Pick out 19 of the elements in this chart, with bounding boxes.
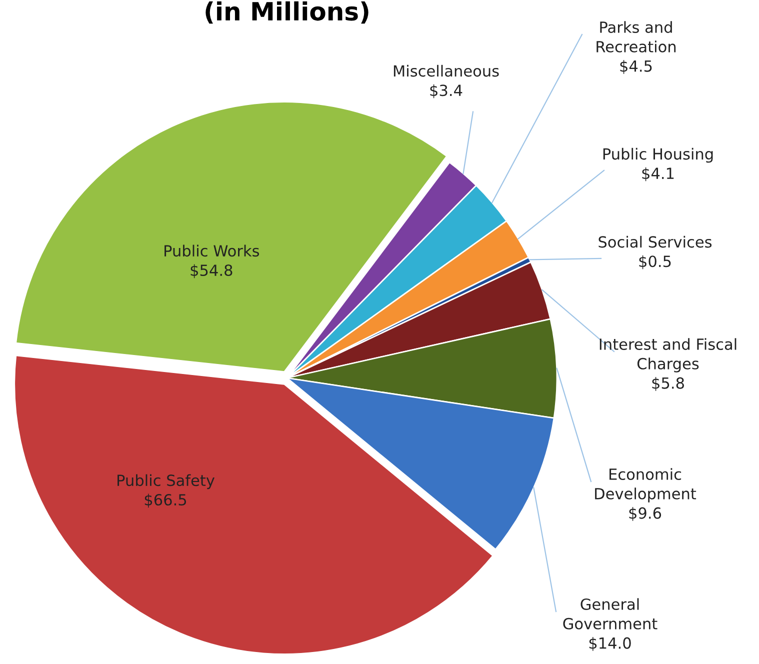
data-label: $9.6 <box>629 507 662 521</box>
data-label: $3.4 <box>430 84 462 98</box>
data-label: $66.5 <box>144 494 186 508</box>
slice-label: Social Services <box>598 236 712 248</box>
data-label: $14.0 <box>589 637 631 651</box>
slice-label: Parks and Recreation <box>596 21 676 52</box>
data-label: $4.1 <box>642 167 674 182</box>
slice-label: Public Housing <box>603 148 713 163</box>
data-label: $0.5 <box>639 255 671 270</box>
slice-label: Interest and Fiscal Charges <box>600 338 736 372</box>
data-label: $4.5 <box>620 60 652 74</box>
chart-title: (in Millions) <box>206 1 368 24</box>
slice-label: Public Works <box>164 244 260 257</box>
data-label: $5.8 <box>652 377 684 391</box>
data-label: $54.8 <box>190 264 232 278</box>
slice-label: Economic Development <box>595 468 696 502</box>
slice-label: Public Safety <box>118 474 215 490</box>
slice-label: General Government <box>563 598 658 630</box>
slice-label: Miscellaneous <box>394 64 499 77</box>
